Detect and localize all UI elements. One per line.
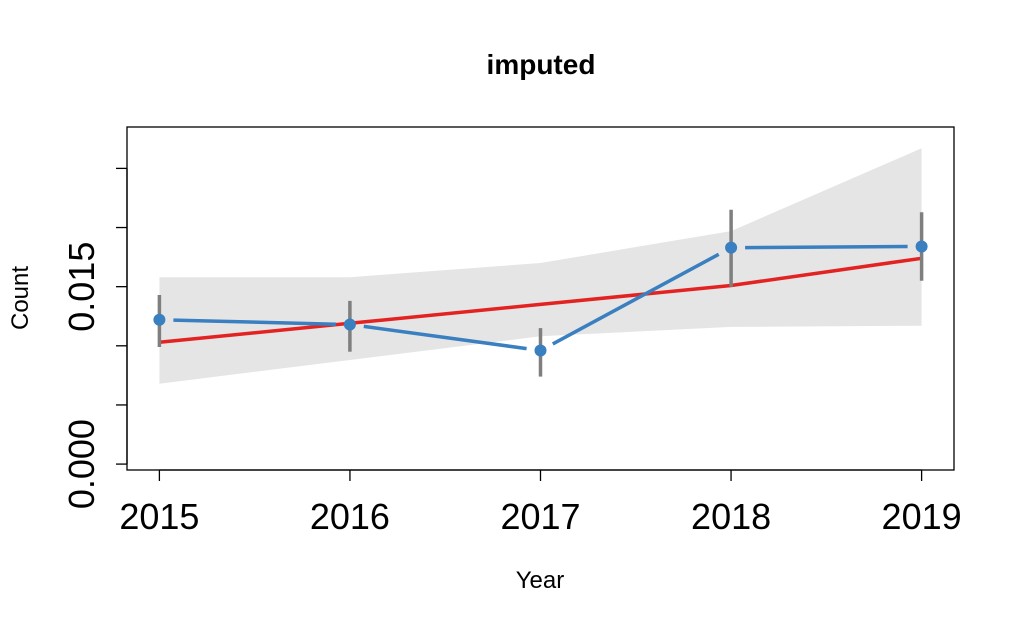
x-tick-label: 2017 <box>500 496 580 537</box>
trend-line-layer <box>159 256 922 345</box>
trend-line <box>159 256 922 345</box>
observed-series-layer <box>173 244 908 351</box>
data-point <box>725 241 738 254</box>
y-axis-label: Count <box>7 266 34 330</box>
y-tick-label: 0.015 <box>61 242 102 332</box>
x-tick-label: 2019 <box>882 496 962 537</box>
x-axis: 2015 2016 2017 2018 2019 <box>119 469 962 537</box>
series-segment <box>551 252 720 346</box>
y-tick-label: 0.000 <box>61 419 102 509</box>
x-tick-label: 2018 <box>691 496 771 537</box>
series-segment <box>363 324 527 351</box>
x-axis-label: Year <box>516 567 565 594</box>
x-tick-label: 2016 <box>310 496 390 537</box>
y-axis: 0.000 0.015 <box>61 167 128 509</box>
data-point <box>153 313 166 326</box>
data-point <box>534 344 547 357</box>
series-segment <box>173 318 337 326</box>
data-point <box>915 240 928 253</box>
data-point-layer <box>153 240 928 357</box>
data-point <box>343 318 356 331</box>
x-tick-label: 2015 <box>119 496 199 537</box>
series-segment <box>745 244 908 250</box>
chart-title: imputed <box>487 49 596 80</box>
